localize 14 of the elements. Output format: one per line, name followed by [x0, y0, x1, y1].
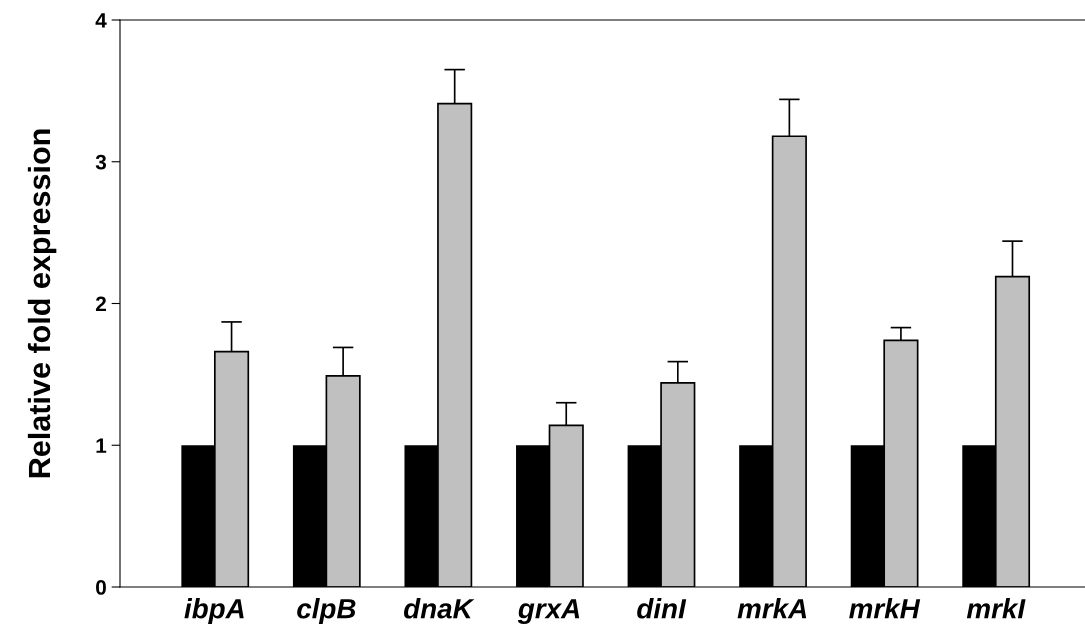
x-tick-label: ibpA [184, 598, 244, 625]
x-tick-label: mrkI [966, 598, 1026, 619]
x-tick-label: dnaK [404, 598, 475, 619]
y-tick-label: 3 [95, 154, 107, 170]
y-tick-label: 1 [96, 438, 107, 453]
y-tick-label: 4 [95, 13, 107, 28]
x-tick-label: mrkA [737, 598, 807, 619]
y-axis-title: Relative fold expression [27, 129, 57, 478]
y-tick-label: 0 [96, 580, 106, 595]
x-tick-label: clpB [297, 598, 356, 625]
x-tick-label: mrkH [849, 598, 921, 619]
y-tick-label: 2 [95, 296, 106, 312]
x-tick-label: dinI [637, 598, 687, 619]
x-tick-label: grxA [517, 599, 580, 625]
